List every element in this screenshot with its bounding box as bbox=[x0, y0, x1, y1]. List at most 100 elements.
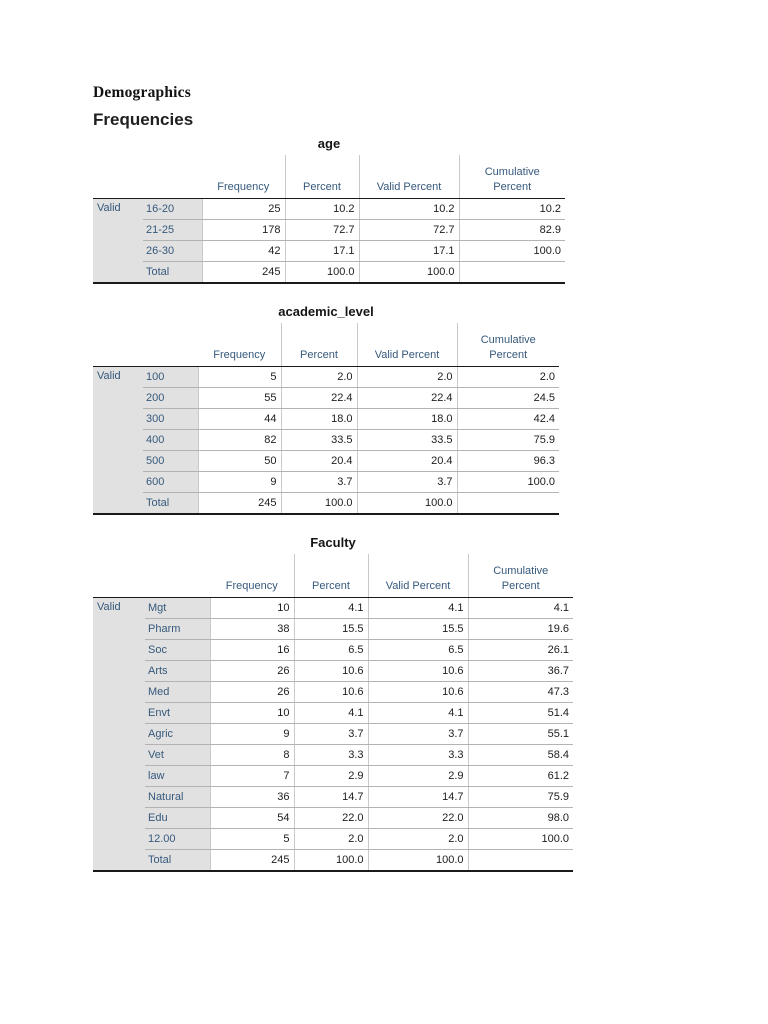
table-row: 600 9 3.7 3.7 100.0 bbox=[93, 471, 559, 493]
row-label: 200 bbox=[143, 387, 198, 409]
row-label: Med bbox=[145, 681, 210, 703]
cell-value: 245 bbox=[201, 261, 285, 283]
cell-value: 61.2 bbox=[467, 765, 573, 787]
table-row: 12.00 5 2.0 2.0 100.0 bbox=[93, 828, 573, 850]
table-row: Valid Mgt 10 4.1 4.1 4.1 bbox=[93, 597, 573, 871]
row-label: Edu bbox=[145, 807, 210, 829]
header-spacer bbox=[93, 554, 210, 598]
cell-value: 15.5 bbox=[367, 618, 468, 640]
row-label: 21-25 bbox=[143, 219, 202, 241]
cell-value: 24.5 bbox=[456, 387, 559, 409]
cell-value: 4.1 bbox=[293, 597, 368, 619]
cell-value: 10.2 bbox=[458, 198, 565, 220]
cell-value: 16 bbox=[209, 639, 294, 661]
cell-value: 17.1 bbox=[284, 240, 359, 262]
header-spacer bbox=[93, 155, 202, 199]
table-row: Envt 10 4.1 4.1 51.4 bbox=[93, 702, 573, 724]
cell-value: 22.0 bbox=[293, 807, 368, 829]
row-label: 500 bbox=[143, 450, 198, 472]
cell-value: 36 bbox=[209, 786, 294, 808]
cell-value: 8 bbox=[209, 744, 294, 766]
cell-value: 245 bbox=[197, 492, 281, 514]
cell-value: 54 bbox=[209, 807, 294, 829]
row-label: 12.00 bbox=[145, 828, 210, 850]
stub-label: Valid bbox=[93, 198, 143, 283]
cell-value: 72.7 bbox=[358, 219, 459, 241]
cell-value: 18.0 bbox=[280, 408, 357, 430]
table-row: Arts 26 10.6 10.6 36.7 bbox=[93, 660, 573, 682]
cell-value: 75.9 bbox=[456, 429, 559, 451]
table-row: Valid 16-20 25 10.2 10.2 10.2 bbox=[93, 198, 565, 283]
cell-value: 33.5 bbox=[356, 429, 457, 451]
column-header: Valid Percent bbox=[367, 554, 468, 598]
cell-value: 100.0 bbox=[280, 492, 357, 514]
table-row: Agric 9 3.7 3.7 55.1 bbox=[93, 723, 573, 745]
cell-value: 100.0 bbox=[367, 849, 468, 871]
cell-value: 10.6 bbox=[293, 681, 368, 703]
table-row: Soc 16 6.5 6.5 26.1 bbox=[93, 639, 573, 661]
header-row: Frequency Percent Valid Percent Cumulative P… bbox=[93, 554, 573, 598]
row-label: Soc bbox=[145, 639, 210, 661]
row-label: 100 bbox=[143, 366, 198, 388]
row-label: 26-30 bbox=[143, 240, 202, 262]
cell-value: 3.7 bbox=[356, 471, 457, 493]
column-header: Frequency bbox=[202, 155, 285, 199]
spss-output-table: Frequency Percent Valid Percent Cumulative P… bbox=[93, 554, 573, 872]
table-row: Total 245 100.0 100.0 bbox=[93, 492, 559, 514]
document-heading: Demographics bbox=[93, 84, 191, 101]
cell-value: 22.0 bbox=[367, 807, 468, 829]
header-row: Frequency Percent Valid Percent Cumulative P… bbox=[93, 155, 565, 199]
cell-value: 3.7 bbox=[280, 471, 357, 493]
cell-value: 42 bbox=[201, 240, 285, 262]
cell-value: 22.4 bbox=[280, 387, 357, 409]
cell-value: 15.5 bbox=[293, 618, 368, 640]
cell-value: 44 bbox=[197, 408, 281, 430]
cell-value: 6.5 bbox=[293, 639, 368, 661]
cell-value: 2.0 bbox=[367, 828, 468, 850]
cell-value: 82 bbox=[197, 429, 281, 451]
cell-value bbox=[456, 492, 559, 514]
cell-value: 47.3 bbox=[467, 681, 573, 703]
row-label: law bbox=[145, 765, 210, 787]
frequency-table-age: age Frequency Percent Valid Percent Cumulati… bbox=[93, 137, 565, 284]
cell-value: 100.0 bbox=[467, 828, 573, 850]
cell-value: 14.7 bbox=[367, 786, 468, 808]
column-header: Valid Percent bbox=[358, 155, 459, 199]
table-title: academic_level bbox=[278, 304, 374, 319]
cell-value: 9 bbox=[209, 723, 294, 745]
column-header: Percent bbox=[284, 155, 359, 199]
table-title: age bbox=[317, 136, 341, 151]
spss-output-table: Frequency Percent Valid Percent Cumulative P… bbox=[93, 155, 565, 284]
frequency-table-faculty: Faculty Frequency Percent Valid Percent Cumu… bbox=[93, 536, 573, 872]
row-label: Total bbox=[145, 849, 210, 871]
table-row: 200 55 22.4 22.4 24.5 bbox=[93, 387, 559, 409]
cell-value: 3.3 bbox=[367, 744, 468, 766]
document-page: Demographics Frequencies age Frequency Per… bbox=[93, 84, 768, 872]
column-header: Cumulative Percent bbox=[456, 323, 559, 367]
table-row: 21-25 178 72.7 72.7 82.9 bbox=[93, 219, 565, 241]
cell-value: 2.0 bbox=[293, 828, 368, 850]
table-row: Med 26 10.6 10.6 47.3 bbox=[93, 681, 573, 703]
column-header: Frequency bbox=[198, 323, 281, 367]
cell-value: 38 bbox=[209, 618, 294, 640]
cell-value: 26 bbox=[209, 660, 294, 682]
row-label: 16-20 bbox=[143, 198, 202, 220]
frequency-tables: age Frequency Percent Valid Percent Cumulati… bbox=[93, 137, 768, 872]
column-header: Cumulative Percent bbox=[458, 155, 565, 199]
cell-value: 100.0 bbox=[358, 261, 459, 283]
cell-value: 4.1 bbox=[293, 702, 368, 724]
cell-value: 10.2 bbox=[358, 198, 459, 220]
column-header: Valid Percent bbox=[356, 323, 457, 367]
cell-value: 3.7 bbox=[293, 723, 368, 745]
cell-value: 2.0 bbox=[456, 366, 559, 388]
cell-value: 2.0 bbox=[356, 366, 457, 388]
cell-value: 20.4 bbox=[356, 450, 457, 472]
cell-value: 42.4 bbox=[456, 408, 559, 430]
column-header: Cumulative Percent bbox=[467, 554, 573, 598]
spss-output-table: Frequency Percent Valid Percent Cumulative P… bbox=[93, 323, 559, 515]
cell-value: 5 bbox=[209, 828, 294, 850]
cell-value: 19.6 bbox=[467, 618, 573, 640]
cell-value: 25 bbox=[201, 198, 285, 220]
header-row: Frequency Percent Valid Percent Cumulative P… bbox=[93, 323, 559, 367]
cell-value: 22.4 bbox=[356, 387, 457, 409]
